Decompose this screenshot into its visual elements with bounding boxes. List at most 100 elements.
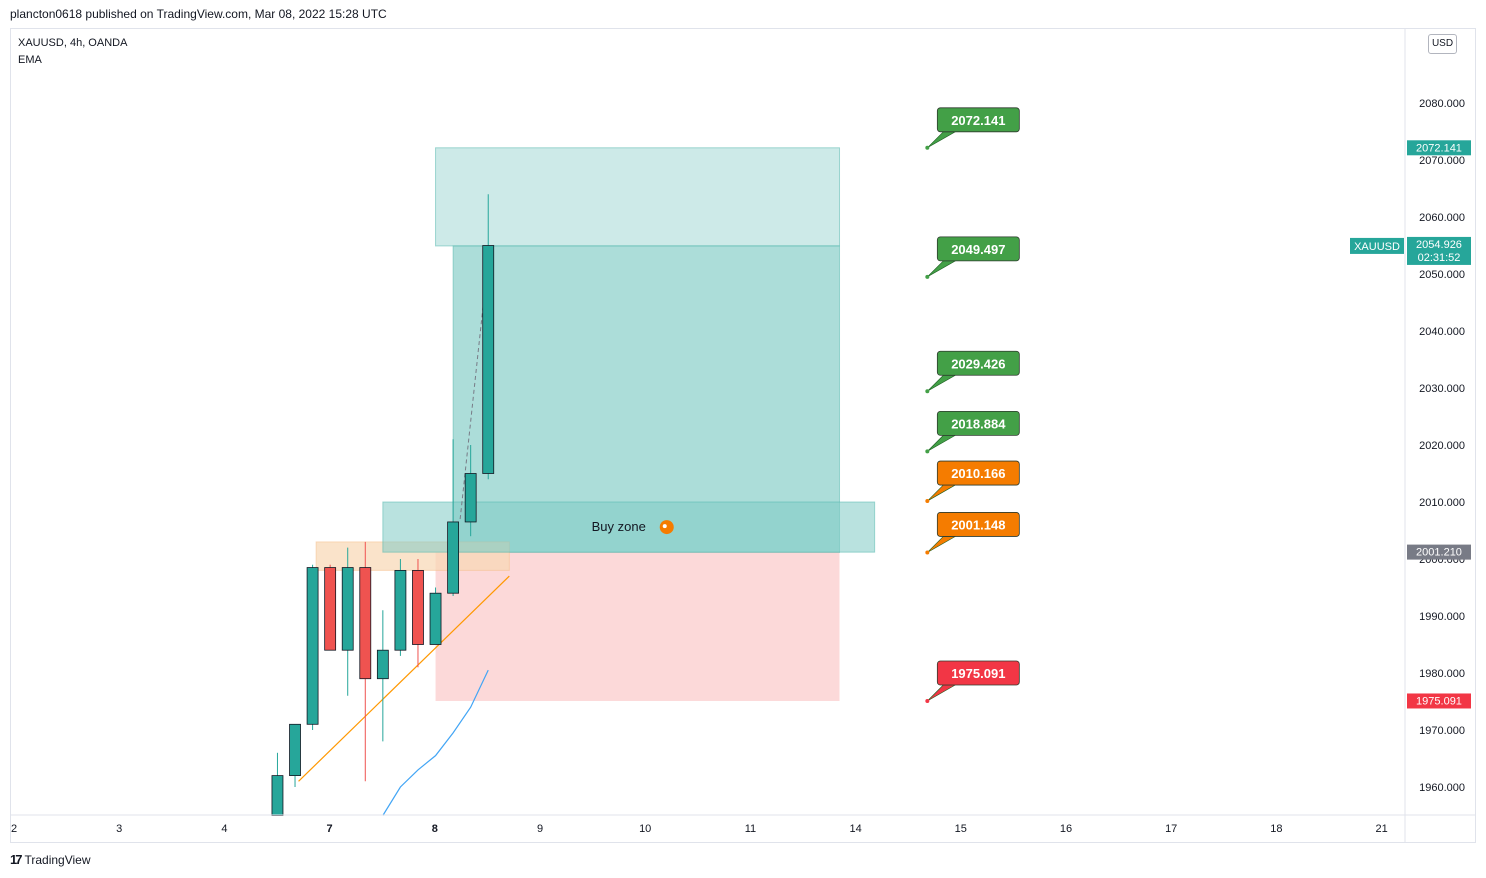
- candle[interactable]: [464, 445, 477, 537]
- callout-box[interactable]: [936, 460, 1020, 486]
- time-tick-label: 18: [1270, 823, 1282, 835]
- candle-body[interactable]: [306, 567, 319, 725]
- callout-anchor-dot: [925, 449, 930, 454]
- candle-body[interactable]: [394, 570, 407, 651]
- callout-box[interactable]: [936, 410, 1020, 436]
- axis-price-label: 1975.091: [1416, 695, 1462, 707]
- candle-body[interactable]: [324, 567, 337, 651]
- callout-value: 2029.426: [951, 356, 1005, 371]
- candle[interactable]: [289, 723, 301, 787]
- callout-pointer: [927, 131, 957, 149]
- callout-pointer: [927, 484, 957, 502]
- callout-value: 2049.497: [951, 242, 1005, 257]
- time-tick-label: 7: [327, 823, 333, 835]
- zones-layer: Buy zone: [315, 147, 876, 701]
- time-tick-label: 15: [955, 823, 967, 835]
- candle-body[interactable]: [447, 521, 460, 594]
- projection-line[interactable]: [459, 291, 486, 520]
- time-tick-label: 8: [432, 823, 438, 835]
- axis-price-label-bg: [1407, 140, 1471, 156]
- candle[interactable]: [394, 559, 407, 656]
- time-tick-label: 14: [849, 823, 861, 835]
- candle[interactable]: [482, 194, 495, 480]
- candle-body[interactable]: [464, 473, 477, 523]
- take-profit-zone-upper[interactable]: [435, 147, 841, 247]
- candle-body[interactable]: [376, 649, 389, 680]
- candle[interactable]: [359, 541, 372, 782]
- callout-value: 2072.141: [951, 113, 1005, 128]
- price-tick-label: 1990.000: [1419, 611, 1465, 623]
- callout-box[interactable]: [936, 107, 1020, 133]
- stop-loss-zone[interactable]: [435, 552, 840, 701]
- candle[interactable]: [429, 587, 442, 645]
- symbol-line: XAUUSD, 4h, OANDA: [18, 37, 128, 49]
- candle-body[interactable]: [341, 567, 354, 651]
- axis-price-label-bg: [1407, 236, 1471, 265]
- footer-brand[interactable]: 17 TradingView: [10, 852, 91, 867]
- candle-body[interactable]: [482, 245, 495, 474]
- candle-body[interactable]: [271, 775, 284, 816]
- price-tick-label: 2020.000: [1419, 440, 1465, 452]
- candle[interactable]: [376, 610, 389, 742]
- axis-price-label: 2001.210: [1416, 547, 1462, 559]
- callout-box[interactable]: [936, 512, 1020, 537]
- price-callout[interactable]: 1975.091: [925, 660, 1020, 703]
- symbol-tag-bg: [1350, 237, 1404, 254]
- candle-body[interactable]: [359, 567, 372, 680]
- price-callout[interactable]: 2010.166: [925, 460, 1020, 504]
- price-callout[interactable]: 2029.426: [925, 350, 1020, 394]
- candles-layer[interactable]: [271, 194, 495, 816]
- fox-emoji-icon: [659, 520, 674, 535]
- tradingview-logo-icon: 17: [10, 852, 23, 867]
- chart-legend[interactable]: XAUUSD, 4h, OANDA EMA: [18, 35, 127, 69]
- callout-box[interactable]: [936, 660, 1020, 686]
- price-callout[interactable]: 2018.884: [925, 410, 1020, 454]
- price-callout[interactable]: 2049.497: [925, 236, 1020, 279]
- candle-body[interactable]: [289, 723, 301, 776]
- time-tick-label: 2: [11, 823, 17, 835]
- trendline[interactable]: [298, 575, 510, 782]
- time-tick-label: 17: [1165, 823, 1177, 835]
- callout-anchor-dot: [925, 499, 930, 504]
- price-tick-label: 2050.000: [1419, 269, 1465, 281]
- callout-box[interactable]: [936, 236, 1020, 262]
- buy-zone[interactable]: [382, 501, 876, 553]
- candle[interactable]: [412, 559, 424, 668]
- candle-body[interactable]: [429, 592, 442, 645]
- candle[interactable]: [306, 564, 319, 730]
- candle[interactable]: [341, 547, 354, 696]
- callouts-layer[interactable]: 2072.141 2049.497 2029.426 2018.884 2010.166…: [925, 107, 1020, 703]
- price-tick-label: 2010.000: [1419, 497, 1465, 509]
- price-tick-label: 2060.000: [1419, 212, 1465, 224]
- axis-price-label-bg: [1407, 693, 1471, 709]
- callout-anchor-dot: [925, 389, 930, 394]
- price-axis[interactable]: 1960.0001970.0001980.0001990.0002000.000…: [1419, 98, 1465, 794]
- publisher-line: plancton0618 published on TradingView.co…: [10, 7, 387, 21]
- candle[interactable]: [447, 439, 460, 597]
- indicator-label[interactable]: EMA: [18, 54, 42, 66]
- time-axis[interactable]: 2 3 4 7 8 9 10 11 14 15 16 17 18 21: [11, 823, 1388, 835]
- price-tick-label: 1980.000: [1419, 668, 1465, 680]
- price-tick-label: 2040.000: [1419, 326, 1465, 338]
- callout-pointer: [927, 435, 957, 452]
- callout-value: 2010.166: [951, 466, 1005, 481]
- price-callout[interactable]: 2072.141: [925, 107, 1020, 150]
- currency-button[interactable]: USD: [1428, 34, 1457, 54]
- candle[interactable]: [324, 564, 337, 651]
- price-tick-label: 2080.000: [1419, 98, 1465, 110]
- candle[interactable]: [271, 752, 284, 816]
- symbol-tag: XAUUSD: [1354, 241, 1400, 253]
- lines-layer: [298, 291, 510, 816]
- callout-anchor-dot: [925, 698, 930, 703]
- time-tick-label: 10: [639, 823, 651, 835]
- callout-value: 2001.148: [951, 517, 1005, 532]
- price-tick-label: 2030.000: [1419, 383, 1465, 395]
- take-profit-zone-main[interactable]: [452, 245, 841, 553]
- callout-box[interactable]: [936, 350, 1020, 376]
- price-callout[interactable]: 2001.148: [925, 512, 1020, 555]
- callout-pointer: [927, 536, 957, 553]
- time-tick-label: 9: [537, 823, 543, 835]
- candle-body[interactable]: [412, 570, 424, 645]
